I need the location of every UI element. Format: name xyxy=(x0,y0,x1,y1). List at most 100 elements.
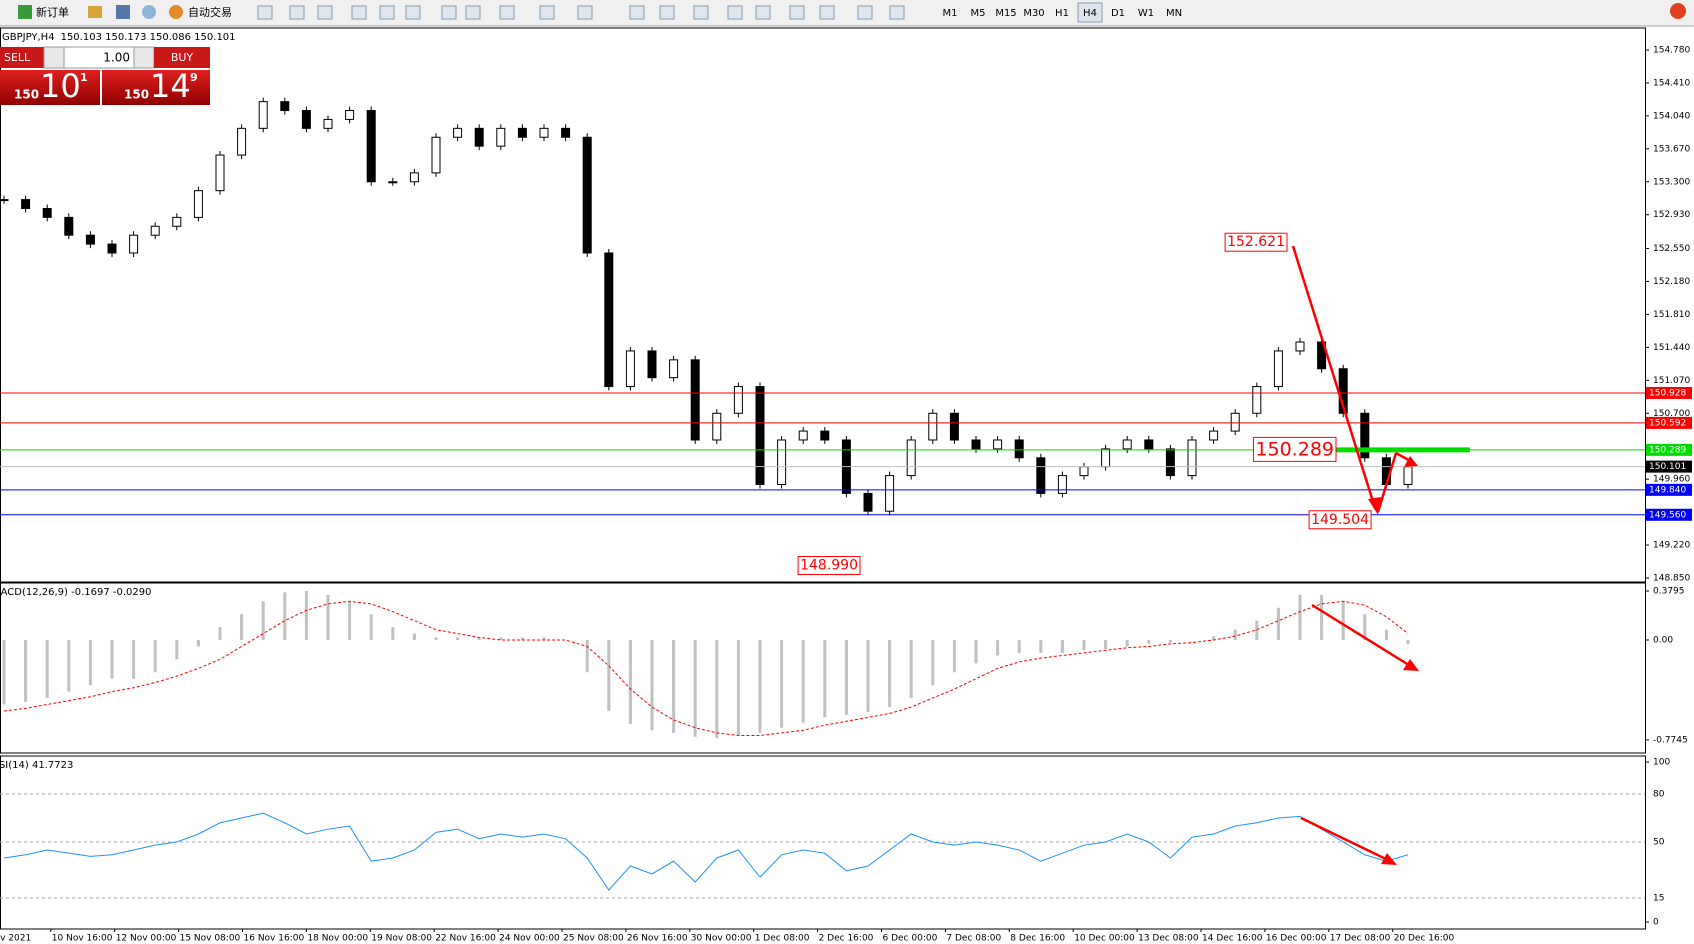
toolbar-icon[interactable] xyxy=(289,5,305,20)
lot-down[interactable] xyxy=(43,46,65,69)
auto-trade-button[interactable]: 自动交易 xyxy=(188,5,232,19)
timeframe-button[interactable]: M15 xyxy=(995,8,1016,19)
buy-button[interactable] xyxy=(154,47,210,68)
bid-fraction: 1 xyxy=(80,71,88,84)
annotation-box xyxy=(1252,436,1337,462)
candle xyxy=(1036,457,1046,494)
candle xyxy=(431,136,441,174)
candle xyxy=(474,127,484,147)
x-tick-label: 2 Dec 16:00 xyxy=(819,934,874,944)
bid-pips: 10 xyxy=(40,67,81,105)
timeframe-button[interactable]: H1 xyxy=(1055,8,1069,19)
lot-up[interactable] xyxy=(133,46,155,69)
toolbar-icon[interactable] xyxy=(88,6,102,18)
macd-bar xyxy=(736,640,740,736)
y-tick-label: 15 xyxy=(1653,893,1664,903)
bid-prefix: 150 xyxy=(14,88,39,102)
auto-trade-icon[interactable] xyxy=(169,5,183,19)
y-tick-label: -0.7745 xyxy=(1653,735,1688,745)
level-label: 150.928 xyxy=(1649,388,1686,398)
level-label-bg xyxy=(1646,483,1692,496)
timeframe-button[interactable]: W1 xyxy=(1138,8,1154,19)
candle xyxy=(453,127,463,138)
macd-bar xyxy=(780,640,784,728)
y-tick-label: 152.180 xyxy=(1653,277,1690,287)
toolbar-icon[interactable] xyxy=(789,5,805,20)
candle xyxy=(582,136,592,254)
ask-fraction: 9 xyxy=(190,71,198,84)
macd-bar xyxy=(650,640,654,731)
timeframe-button[interactable]: M1 xyxy=(943,8,958,19)
macd-bar xyxy=(520,637,524,641)
toolbar-icon[interactable] xyxy=(755,5,771,20)
sell-price-box[interactable] xyxy=(0,70,100,105)
toolbar-icon[interactable] xyxy=(889,5,905,20)
toolbar-icon[interactable] xyxy=(659,5,675,20)
candle xyxy=(971,439,981,450)
toolbar-icon[interactable] xyxy=(116,5,130,19)
candle xyxy=(561,127,571,138)
macd-bar xyxy=(952,640,956,673)
new-order-icon[interactable] xyxy=(18,5,32,19)
notification-badge[interactable] xyxy=(1670,3,1686,19)
x-tick-label: 22 Nov 16:00 xyxy=(435,934,496,944)
buy-price-box[interactable] xyxy=(102,70,210,105)
sell-label[interactable]: SELL xyxy=(4,51,31,64)
toolbar-icon[interactable] xyxy=(142,5,156,19)
timeframe-button[interactable]: M30 xyxy=(1023,8,1044,19)
candle xyxy=(215,154,225,192)
timeframe-button[interactable]: MN xyxy=(1166,8,1182,19)
macd-bar xyxy=(434,637,438,641)
arrow-head xyxy=(1403,659,1419,671)
timeframe-button[interactable]: M5 xyxy=(971,8,986,19)
toolbar-icon[interactable] xyxy=(857,5,873,20)
toolbar-icon[interactable] xyxy=(499,5,515,20)
y-tick-label: 80 xyxy=(1653,789,1665,799)
pane-frame xyxy=(0,27,1646,583)
level-label-bg xyxy=(1646,460,1692,473)
macd-bar xyxy=(1168,640,1172,643)
macd-bar xyxy=(304,590,308,641)
level-label: 150.289 xyxy=(1649,445,1686,455)
timeframe-button[interactable]: D1 xyxy=(1111,8,1125,19)
toolbar-icon[interactable] xyxy=(819,5,835,20)
level-label-bg xyxy=(1646,508,1692,521)
toolbar-icon[interactable] xyxy=(351,5,367,20)
candle xyxy=(0,199,9,202)
lot-value[interactable]: 1.00 xyxy=(103,51,130,65)
toolbar-icon[interactable] xyxy=(629,5,645,20)
candle xyxy=(1187,439,1197,477)
timeframe-button[interactable]: H4 xyxy=(1083,8,1097,19)
candle xyxy=(777,439,787,486)
toolbar-icon[interactable] xyxy=(405,5,421,20)
candle xyxy=(258,101,268,129)
toolbar-icon[interactable] xyxy=(727,5,743,20)
candle xyxy=(1403,466,1413,486)
level-label-bg xyxy=(1646,416,1692,429)
candle xyxy=(150,225,160,236)
candle xyxy=(1317,341,1327,370)
new-order-button[interactable]: 新订单 xyxy=(36,5,69,19)
macd-bar xyxy=(1039,640,1043,653)
macd-bar xyxy=(1125,640,1129,647)
candle xyxy=(1252,386,1262,414)
toolbar-icon[interactable] xyxy=(539,5,555,20)
candle xyxy=(280,101,290,112)
toolbar-icon[interactable] xyxy=(317,5,333,20)
toolbar-icon[interactable] xyxy=(465,5,481,20)
x-tick-label: 19 Nov 08:00 xyxy=(371,934,432,944)
toolbar-icon[interactable] xyxy=(441,5,457,20)
buy-label[interactable]: BUY xyxy=(171,51,194,64)
toolbar-icon[interactable] xyxy=(577,5,593,20)
candle xyxy=(129,234,139,254)
toolbar-icon[interactable] xyxy=(379,5,395,20)
toolbar-icon[interactable] xyxy=(693,5,709,20)
candle xyxy=(993,439,1003,450)
macd-bar xyxy=(2,640,6,705)
x-tick-label: 10 Nov 16:00 xyxy=(52,934,113,944)
toolbar-icon[interactable] xyxy=(257,5,273,20)
sell-button[interactable] xyxy=(0,47,44,68)
level-label-bg xyxy=(1646,386,1692,399)
